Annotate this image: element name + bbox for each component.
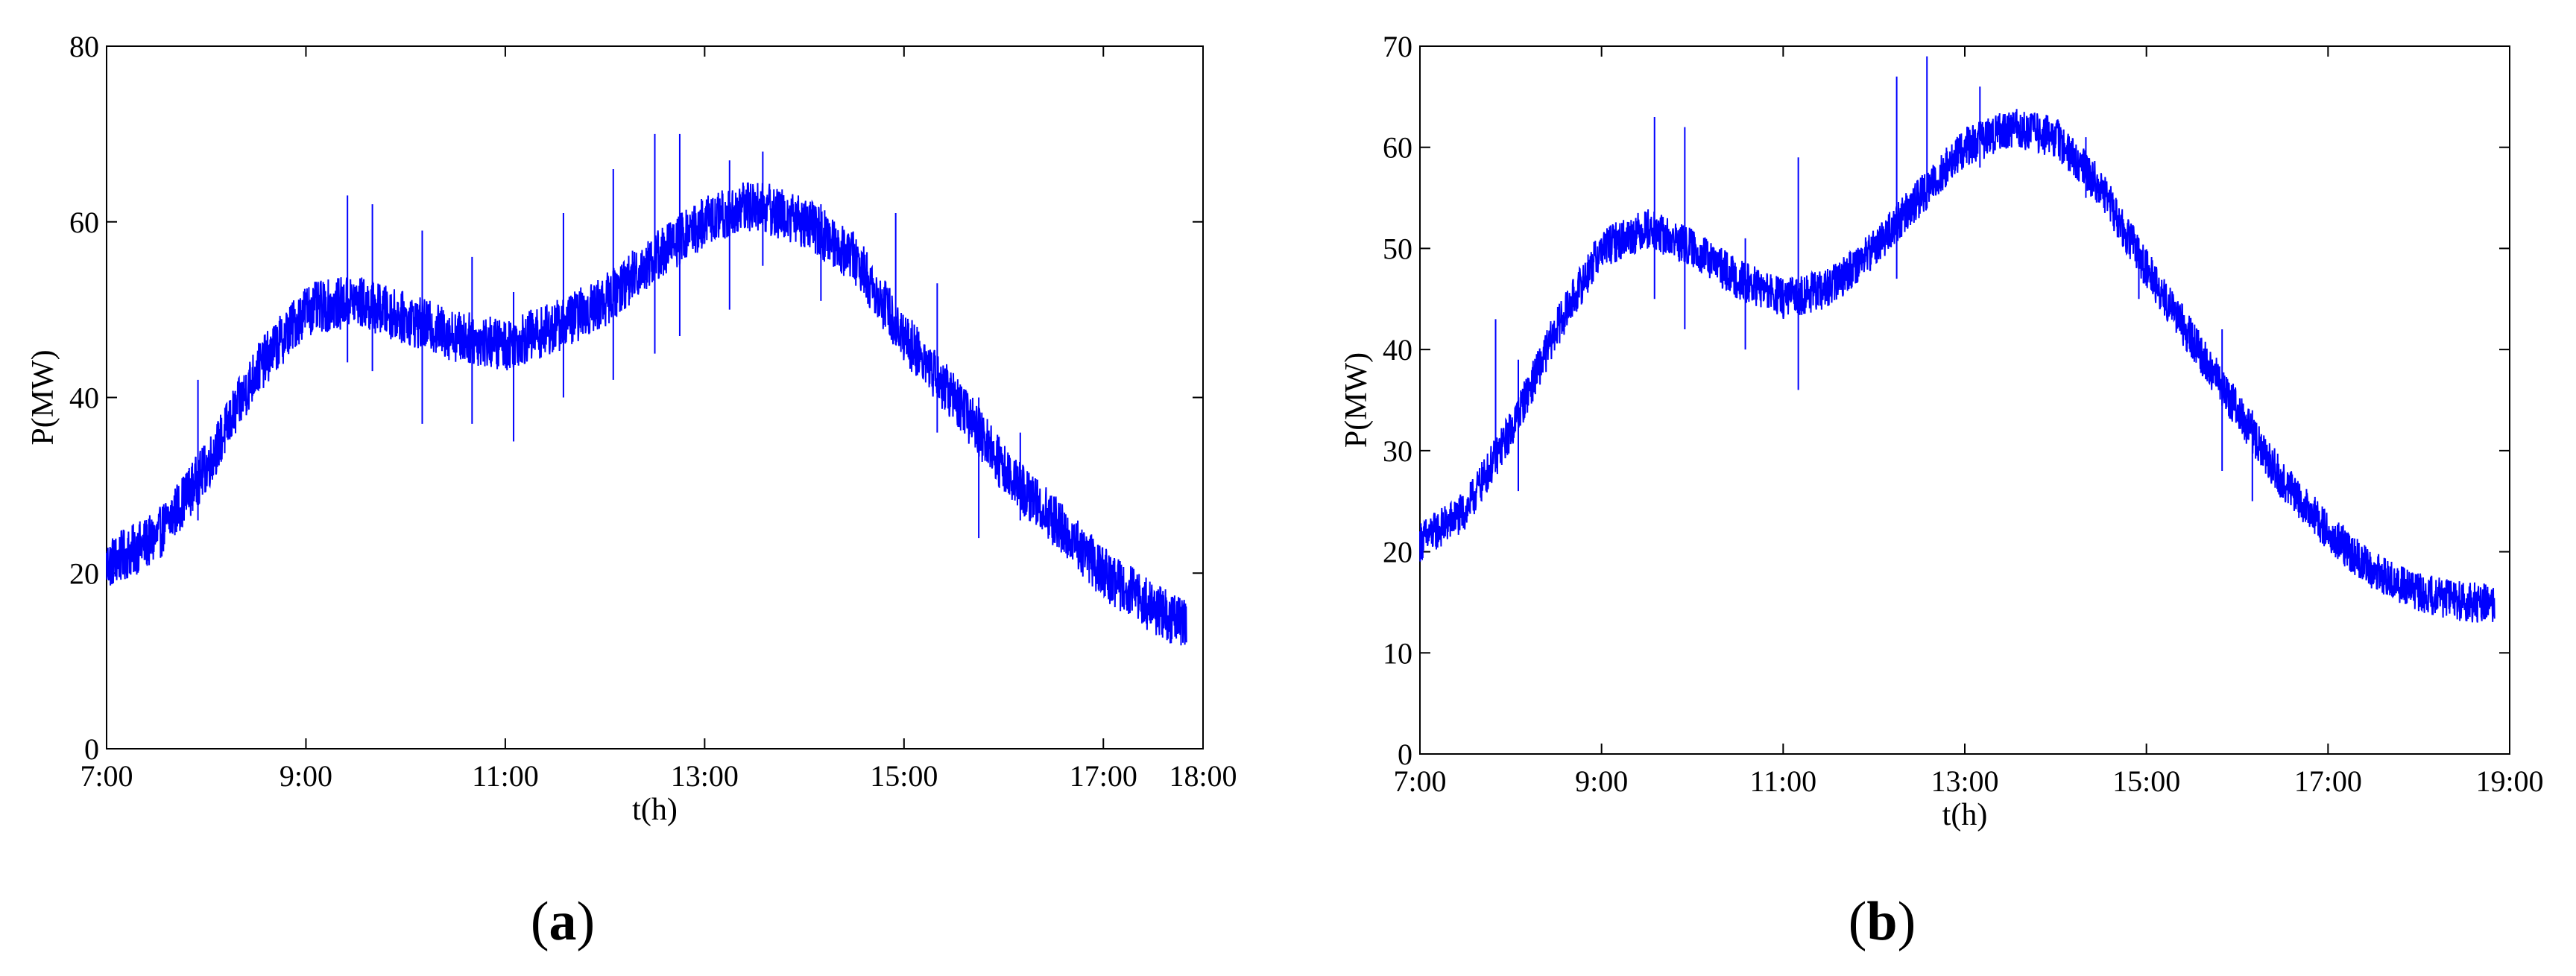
x-tick-label: 13:00 (1931, 764, 1998, 798)
x-tick-label: 11:00 (1750, 764, 1817, 798)
y-tick-label: 60 (1383, 131, 1412, 165)
y-tick-label: 0 (84, 732, 99, 766)
y-tick-label: 40 (1383, 333, 1412, 367)
series-line (1419, 109, 2496, 623)
x-tick-label: 9:00 (1575, 764, 1628, 798)
x-tick-label: 17:00 (1070, 759, 1137, 793)
chart-panel-a: 0 20 40 60 80 7:00 9:00 11:00 13:00 15:00 17:00 18:… (26, 30, 1237, 827)
y-tick-label: 60 (69, 206, 99, 239)
panel-caption-a: (a) (530, 891, 596, 952)
y-tick-label: 50 (1383, 232, 1412, 265)
x-tick-label: 18:00 (1169, 759, 1237, 793)
x-tick-label: 17:00 (2294, 764, 2362, 798)
y-tick-label: 70 (1383, 30, 1412, 63)
x-tick-label: 7:00 (80, 759, 133, 793)
x-tick-label: 11:00 (472, 759, 539, 793)
y-tick-label: 0 (1398, 738, 1412, 771)
y-tick-label: 30 (1383, 434, 1412, 468)
x-tick-label: 15:00 (2112, 764, 2180, 798)
y-tick-label: 20 (69, 557, 99, 590)
x-tick-label: 19:00 (2475, 764, 2543, 798)
x-tick-label: 15:00 (870, 759, 938, 793)
series-line (106, 182, 1187, 646)
y-axis-label: P(MW) (1339, 352, 1374, 448)
y-axis-label: P(MW) (26, 349, 60, 445)
x-tick-label: 9:00 (280, 759, 332, 793)
panel-label-a: a (549, 891, 577, 952)
panel-label-b: b (1866, 891, 1898, 952)
x-tick-label: 13:00 (671, 759, 739, 793)
y-tick-label: 80 (69, 30, 99, 63)
chart-panel-b: 0 10 20 30 40 50 60 70 7:00 9:00 11:00 13:00 15:00 17… (1339, 30, 2544, 832)
y-tick-label: 40 (69, 381, 99, 415)
x-axis-label: t(h) (1942, 798, 1988, 832)
panel-caption-b: (b) (1848, 891, 1916, 952)
x-tick-label: 7:00 (1393, 764, 1446, 798)
y-tick-label: 10 (1383, 636, 1412, 670)
x-axis-label: t(h) (632, 793, 678, 827)
y-tick-label: 20 (1383, 536, 1412, 569)
